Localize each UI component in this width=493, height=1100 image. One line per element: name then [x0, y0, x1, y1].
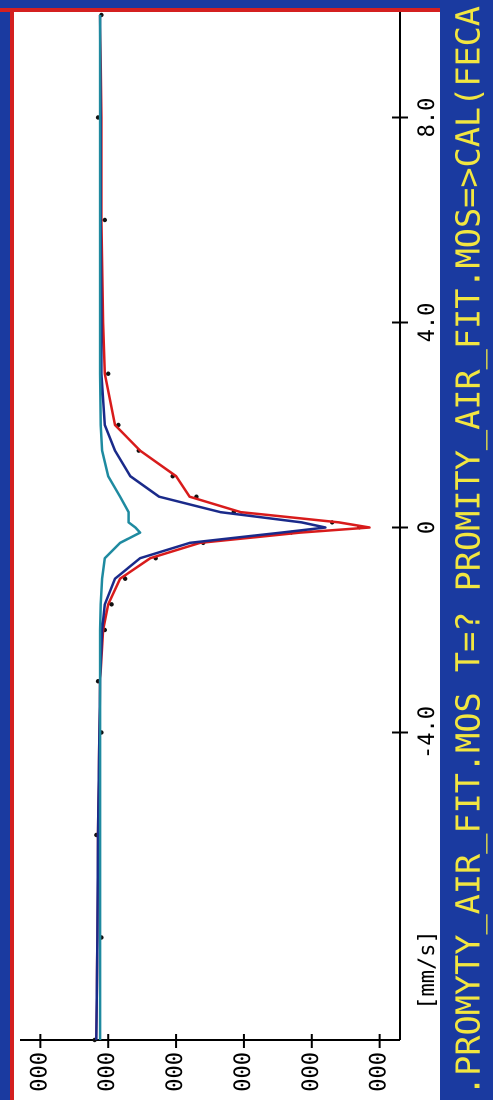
y-tick-label: 000	[27, 1052, 52, 1092]
y-tick-label: 000	[231, 1052, 256, 1092]
plot-panel	[14, 12, 440, 1100]
y-tick-label: 000	[299, 1052, 324, 1092]
x-tick-label: 0	[415, 521, 440, 534]
x-axis-label: [mm/s]	[415, 930, 440, 1009]
data-point	[109, 602, 114, 607]
data-point	[102, 217, 108, 223]
x-tick-label: 8.0	[415, 98, 440, 138]
data-point	[106, 371, 111, 376]
data-point	[122, 576, 128, 581]
x-tick-label: -4.0	[415, 706, 440, 759]
y-tick-label: 000	[367, 1052, 392, 1092]
y-tick-label: 000	[163, 1052, 188, 1092]
y-tick-label: 000	[95, 1052, 120, 1092]
status-text: .PROMYTY_AIR_FIT.MOS T=? PROMITY_AIR_FIT…	[449, 6, 489, 1096]
x-tick-label: 4.0	[415, 303, 440, 343]
series-line	[98, 15, 142, 1040]
